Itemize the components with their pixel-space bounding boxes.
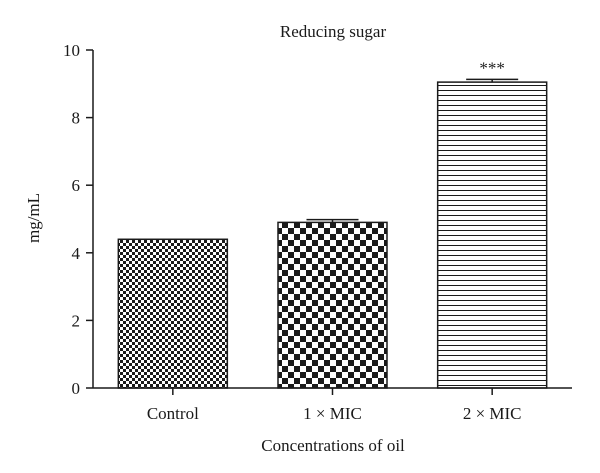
chart-title: Reducing sugar bbox=[280, 22, 387, 41]
x-tick-label: 1 × MIC bbox=[303, 404, 362, 423]
y-tick-label: 2 bbox=[72, 311, 81, 330]
significance-label: *** bbox=[479, 58, 505, 77]
bar-3 bbox=[436, 81, 548, 389]
bar-2 bbox=[277, 221, 388, 389]
y-tick-label: 4 bbox=[72, 244, 81, 263]
y-tick-label: 6 bbox=[72, 176, 81, 195]
bars bbox=[117, 81, 548, 389]
x-axis-label: Concentrations of oil bbox=[261, 436, 405, 455]
y-axis-ticks: 0 2 4 6 8 10 bbox=[63, 41, 93, 398]
y-tick-label: 8 bbox=[72, 109, 81, 128]
x-axis-ticks: Control 1 × MIC 2 × MIC bbox=[147, 388, 522, 423]
x-tick-label: Control bbox=[147, 404, 199, 423]
y-tick-label: 10 bbox=[63, 41, 80, 60]
x-tick-label: 2 × MIC bbox=[463, 404, 522, 423]
y-tick-label: 0 bbox=[72, 379, 81, 398]
bar-1 bbox=[117, 238, 229, 389]
y-axis-label: mg/mL bbox=[24, 193, 43, 243]
error-bars: *** bbox=[306, 58, 519, 223]
